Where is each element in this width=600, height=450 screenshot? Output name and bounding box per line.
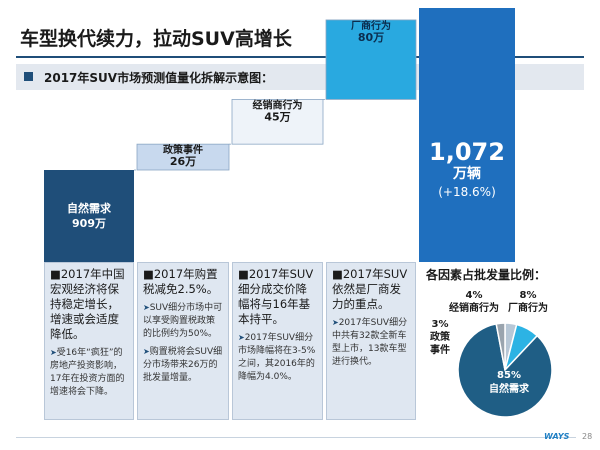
footer-rule xyxy=(16,437,576,438)
bubble-main-text: ■2017年SUV依然是厂商发力的重点。 xyxy=(332,267,408,311)
bubble-note: ➤2017年SUV细分中共有32款全新车型上市，13款车型进行换代。 xyxy=(332,318,408,367)
bullet-square-icon xyxy=(24,72,33,81)
pie-label-dealer: 经销商行为 xyxy=(449,301,499,314)
bar-manufacturer xyxy=(325,19,417,100)
pie-label-policy-1: 政策 xyxy=(430,330,451,343)
total-growth: (+18.6%) xyxy=(438,185,496,199)
explanation-bubble-natural-demand: ■2017年中国宏观经济将保持稳定增长，增速或会适度降低。 ➤受16年“疯狂”的… xyxy=(44,262,134,420)
arrow-bullet-icon: ➤ xyxy=(238,333,245,342)
explanation-bubble-policy: ■2017年购置税减免2.5%。 ➤SUV细分市场中可以享受购置税政策的比例约为… xyxy=(137,262,229,420)
total-value: 1,072 xyxy=(429,138,505,166)
bubble-main-text: ■2017年SUV细分成交价降幅将与16年基本持平。 xyxy=(238,267,314,326)
arrow-bullet-icon: ➤ xyxy=(50,348,57,357)
pie-label-policy-2: 事件 xyxy=(430,343,450,356)
bar-dealer xyxy=(231,99,324,145)
bar-value-natural-demand: 909万 xyxy=(72,217,106,230)
arrow-bullet-icon: ➤ xyxy=(143,303,150,312)
bar-total xyxy=(419,8,515,262)
bar-label-manufacturer: 厂商行为 xyxy=(351,19,391,32)
ways-logo: WAYS xyxy=(544,432,570,441)
pie-label-manufacturer: 厂商行为 xyxy=(508,301,548,314)
bubble-note: ➤2017年SUV细分市场降幅将在3-5%之间，其2016年的降幅为4.0%。 xyxy=(238,333,316,382)
bubble-note: ➤SUV细分市场中可以享受购置税政策的比例约为50%。 xyxy=(143,303,223,339)
pie-slice xyxy=(495,322,506,371)
bar-value-dealer: 45万 xyxy=(264,110,290,123)
bar-label-policy: 政策事件 xyxy=(163,143,203,156)
title-rule xyxy=(16,56,584,58)
pie-pct-dealer: 4% xyxy=(466,290,483,301)
explanation-bubble-manufacturer: ■2017年SUV依然是厂商发力的重点。 ➤2017年SUV细分中共有32款全新… xyxy=(326,262,416,420)
bubble-note: ➤购置税将会SUV细分市场带来26万的批发量增量。 xyxy=(143,347,223,383)
pie-pct-natural-demand: 85% xyxy=(497,370,521,381)
arrow-bullet-icon: ➤ xyxy=(332,318,339,327)
bubble-note: ➤受16年“疯狂”的房地产投资影响，17年在投资方面的增速将会下降。 xyxy=(50,348,125,397)
bubble-main-text: ■2017年中国宏观经济将保持稳定增长，增速或会适度降低。 xyxy=(50,267,125,341)
bar-natural-demand xyxy=(44,170,134,262)
bar-value-policy: 26万 xyxy=(170,155,196,168)
total-unit: 万辆 xyxy=(452,165,481,182)
pie-title: 各因素占批发量比例： xyxy=(426,268,547,282)
pie-pct-policy: 3% xyxy=(432,319,449,330)
chart-subtitle: 2017年SUV市场预测值量化拆解示意图： xyxy=(44,71,274,85)
bar-policy xyxy=(136,143,230,171)
pie-pct-manufacturer: 8% xyxy=(520,290,537,301)
bubble-main-text: ■2017年购置税减免2.5%。 xyxy=(143,267,219,296)
explanation-bubble-dealer: ■2017年SUV细分成交价降幅将与16年基本持平。 ➤2017年SUV细分市场… xyxy=(232,262,323,420)
page-number: 28 xyxy=(582,432,593,441)
pie-slice xyxy=(457,322,553,418)
arrow-bullet-icon: ➤ xyxy=(143,347,150,356)
page-title: 车型换代续力，拉动SUV高增长 xyxy=(20,28,292,50)
bar-value-manufacturer: 80万 xyxy=(358,31,384,44)
bar-label-natural-demand: 自然需求 xyxy=(67,201,112,215)
pie-label-natural-demand: 自然需求 xyxy=(489,382,530,395)
bar-label-dealer: 经销商行为 xyxy=(253,98,303,111)
